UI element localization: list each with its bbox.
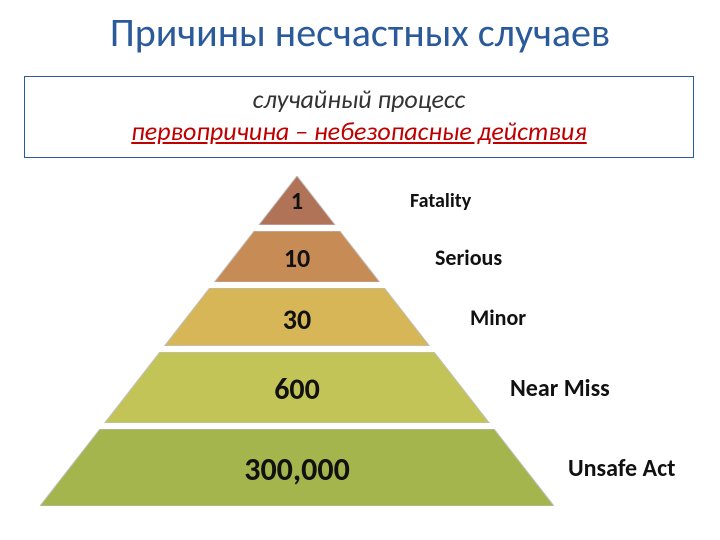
pyramid-label-4: Unsafe Act [568,454,675,483]
pyramid-label-0: Fatality [410,189,471,213]
pyramid-level-4: 300,000 Unsafe Act [40,429,680,506]
subtitle-line1: случайный процесс [25,83,693,115]
pyramid-level-0: 1 Fatality [40,176,680,231]
pyramid-level-2: 30 Minor [40,288,680,352]
pyramid-level-3: 600 Near Miss [40,352,680,429]
subtitle-line2: первопричина – небезопасные действия [25,115,693,147]
pyramid-number-1: 10 [197,242,397,274]
pyramid-number-2: 30 [197,302,397,337]
pyramid-level-1: 10 Serious [40,231,680,288]
slide-title: Причины несчастных случаев [0,8,720,57]
pyramid-number-3: 600 [197,371,397,408]
pyramid-label-1: Serious [435,244,502,271]
pyramid-label-2: Minor [470,304,526,331]
safety-pyramid: 1 Fatality 10 Serious 30 Minor 600 Near Miss 300… [40,176,680,526]
pyramid-label-3: Near Miss [510,374,610,403]
pyramid-number-4: 300,000 [197,450,397,489]
subtitle-box: случайный процесс первопричина – небезоп… [24,76,694,158]
pyramid-number-0: 1 [197,187,397,216]
